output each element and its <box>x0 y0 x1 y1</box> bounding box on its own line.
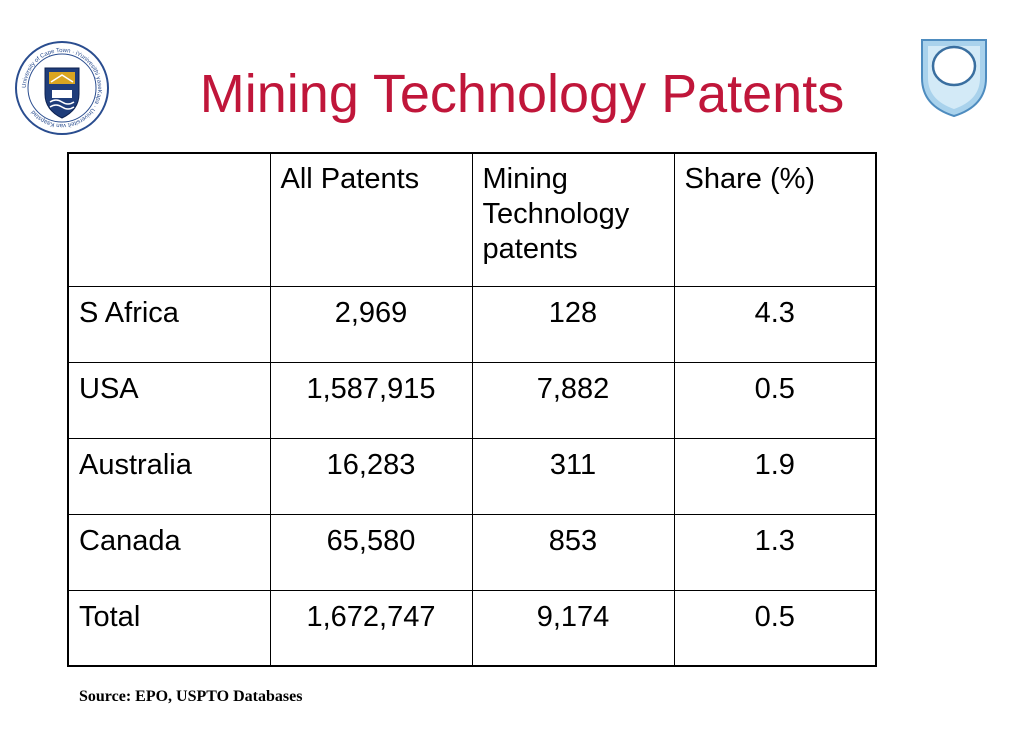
cell-share: 1.9 <box>673 437 877 515</box>
cell-all-patents: 1,587,915 <box>269 361 473 439</box>
header-mining-line-2: Technology <box>482 198 630 230</box>
cell-share: 0.5 <box>673 589 877 667</box>
cell-country: S Africa <box>67 285 271 363</box>
cell-country: Australia <box>67 437 271 515</box>
table-row-total: Total 1,672,747 9,174 0.5 <box>67 589 877 667</box>
header-all-patents: All Patents <box>269 152 473 287</box>
cell-all-patents: 2,969 <box>269 285 473 363</box>
cell-mining-patents: 128 <box>471 285 675 363</box>
cell-share: 4.3 <box>673 285 877 363</box>
cell-mining-patents: 9,174 <box>471 589 675 667</box>
header-cell-empty <box>67 152 271 287</box>
cell-mining-patents: 311 <box>471 437 675 515</box>
table-header-row: All Patents Mining Technology patents Shar… <box>67 152 877 287</box>
header-share: Share (%) <box>673 152 877 287</box>
open-university-shield-icon <box>921 39 987 118</box>
header-mining-line-1: Mining <box>482 163 568 195</box>
header-mining-patents: Mining Technology patents <box>471 152 675 287</box>
cell-all-patents: 16,283 <box>269 437 473 515</box>
table-row: S Africa 2,969 128 4.3 <box>67 285 877 363</box>
source-note: Source: EPO, USPTO Databases <box>79 688 303 705</box>
cell-country: Total <box>67 589 271 667</box>
cell-mining-patents: 853 <box>471 513 675 591</box>
cell-all-patents: 1,672,747 <box>269 589 473 667</box>
cell-country: USA <box>67 361 271 439</box>
table-row: Australia 16,283 311 1.9 <box>67 437 877 515</box>
cell-share: 0.5 <box>673 361 877 439</box>
cell-country: Canada <box>67 513 271 591</box>
cell-all-patents: 65,580 <box>269 513 473 591</box>
university-crest-icon: University of Cape Town · iYunivesithi y… <box>15 41 109 135</box>
table-row: USA 1,587,915 7,882 0.5 <box>67 361 877 439</box>
header-mining-line-3: patents <box>482 233 578 265</box>
patents-table: All Patents Mining Technology patents Shar… <box>67 152 877 667</box>
cell-share: 1.3 <box>673 513 877 591</box>
slide-title: Mining Technology Patents <box>199 64 845 124</box>
cell-mining-patents: 7,882 <box>471 361 675 439</box>
table-row: Canada 65,580 853 1.3 <box>67 513 877 591</box>
